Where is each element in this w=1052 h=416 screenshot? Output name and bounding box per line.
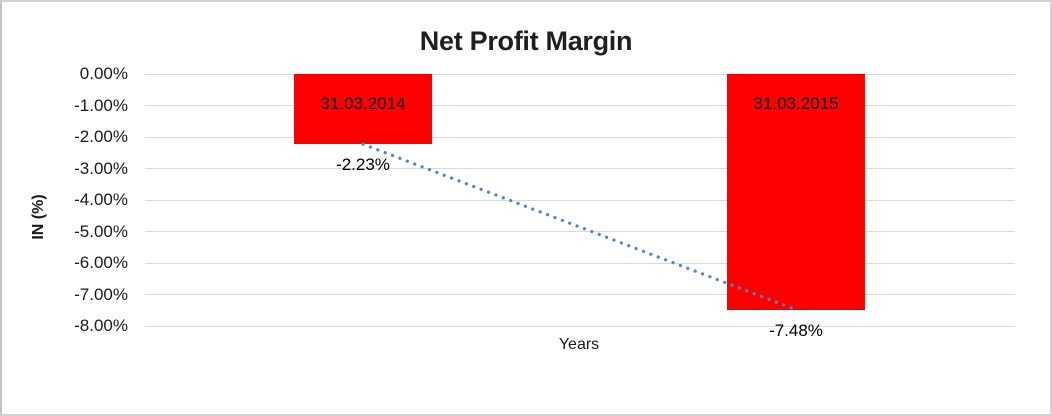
gridline [145, 262, 1015, 264]
gridline [145, 325, 1015, 327]
gridline [145, 294, 1015, 295]
y-tick-label: -1.00% [74, 95, 128, 115]
y-tick-label: -2.00% [74, 127, 128, 146]
chart-title: Net Profit Margin [419, 26, 633, 56]
y-tick-label: -6.00% [74, 253, 128, 272]
y-tick-label: -8.00% [74, 316, 128, 335]
data-label: -7.48% [769, 320, 823, 340]
x-axis-title: Years [558, 336, 600, 353]
bar-31.03.2014: 31.03.2014 [294, 74, 432, 145]
gridline [145, 231, 1015, 232]
gridline [145, 105, 1015, 106]
bar-31.03.2015: 31.03.2015 [727, 74, 865, 310]
y-tick-label: 0.00% [79, 64, 128, 83]
y-tick-label: -7.00% [74, 284, 128, 304]
y-tick-label: -3.00% [74, 158, 128, 178]
y-axis-title: IN (%) [30, 194, 47, 240]
gridline [145, 136, 1015, 138]
bar-category-label: 31.03.2015 [753, 94, 839, 113]
data-label: -2.23% [336, 155, 390, 175]
bar-category-label: 31.03.2014 [320, 94, 406, 113]
gridline [145, 199, 1015, 201]
gridline [145, 73, 1015, 75]
gridline [145, 168, 1015, 169]
y-tick-label: -4.00% [74, 190, 128, 209]
y-tick-label: -5.00% [74, 221, 128, 241]
